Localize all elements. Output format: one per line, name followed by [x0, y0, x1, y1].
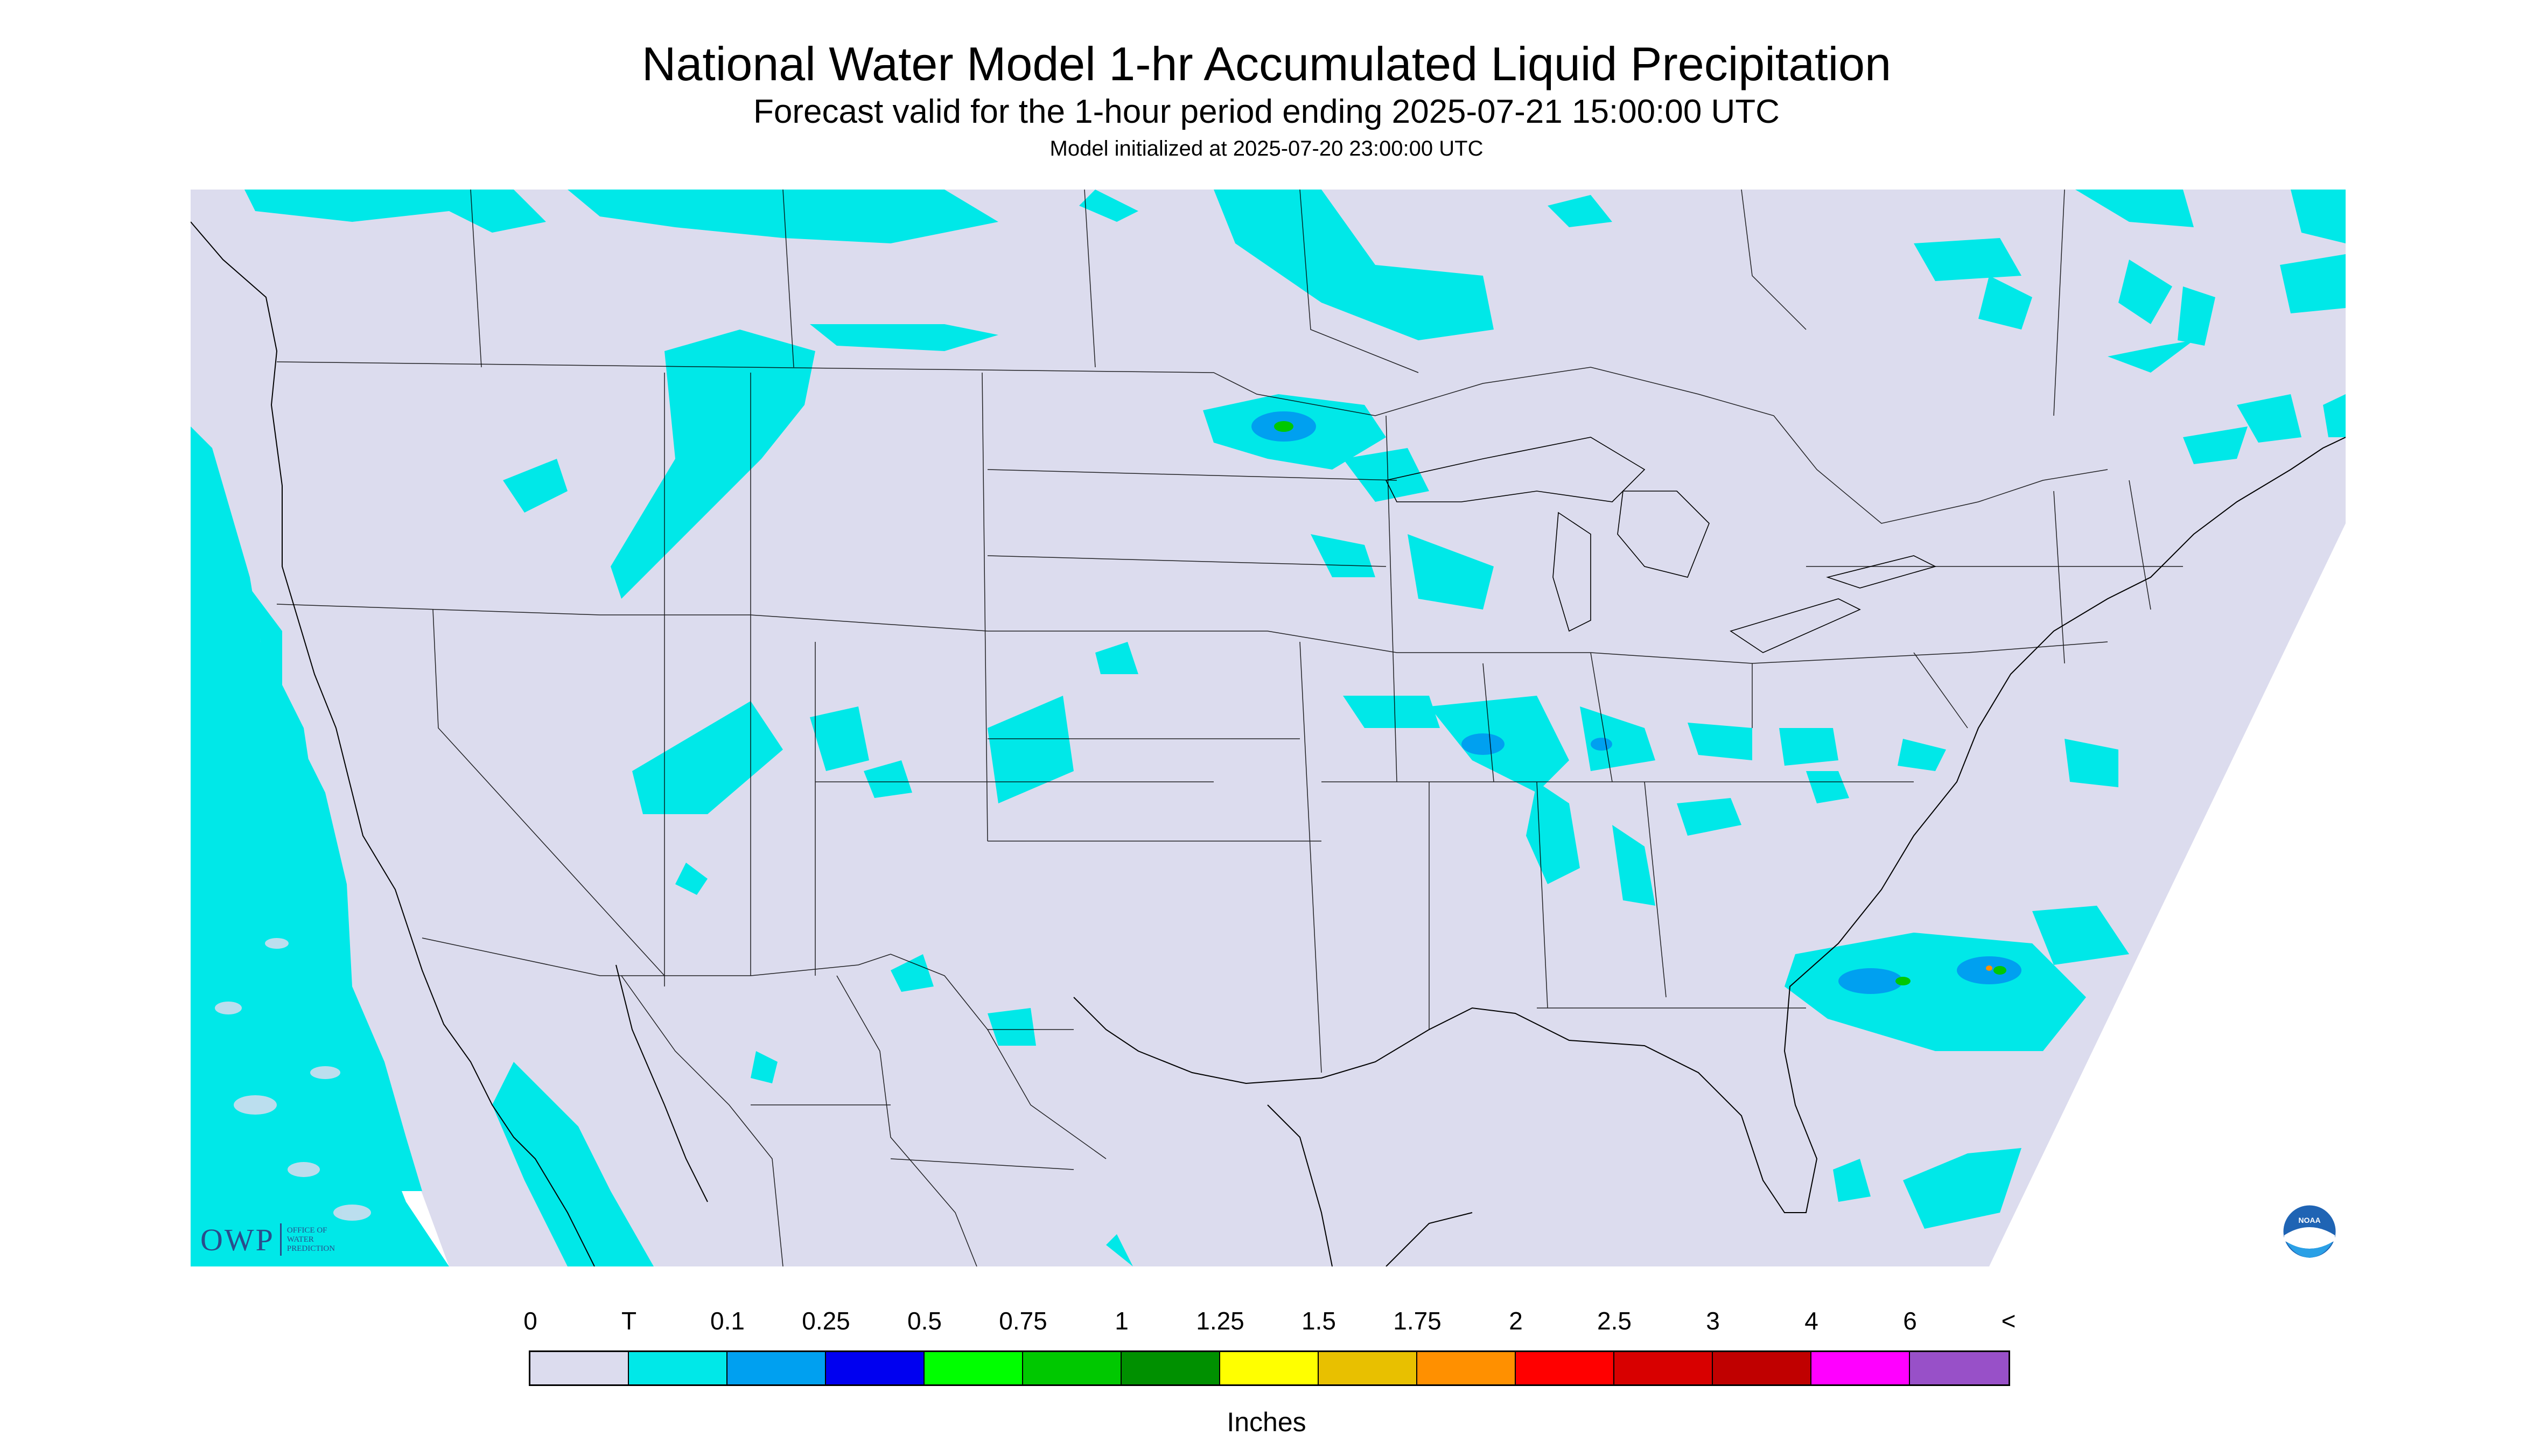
precip-upper-midwest-heavy: [1274, 421, 1293, 432]
colorbar-tick-label: <: [2001, 1307, 2016, 1335]
colorbar-cell: [1516, 1352, 1614, 1384]
colorbar-tick-label: 6: [1903, 1307, 1917, 1335]
owp-logo: OWP OFFICE OF WATER PREDICTION: [200, 1218, 335, 1261]
precip-north: [244, 190, 1612, 599]
coastlines: [191, 221, 2346, 1266]
colorbar-tick-label: 0: [523, 1307, 537, 1335]
map-domain: [191, 190, 2346, 1266]
mexico-boundaries: [621, 975, 1107, 1266]
precip-atlantic: [1785, 340, 2301, 1229]
colorbar-cell: [1614, 1352, 1713, 1384]
precip-atlantic-extreme: [1986, 965, 1992, 971]
colorbar-tick-label: 4: [1804, 1307, 1818, 1335]
colorbar-cell: [925, 1352, 1023, 1384]
great-lakes: [1385, 437, 1937, 653]
model-init-subtitle: Model initialized at 2025-07-20 23:00:00…: [1049, 137, 1484, 160]
owp-logo-subtext: OFFICE OF WATER PREDICTION: [286, 1226, 335, 1253]
colorbar-cell: [826, 1352, 925, 1384]
state-boundaries: [276, 361, 2183, 1073]
colorbar-cell: [1023, 1352, 1122, 1384]
colorbar-tick-label: 1: [1115, 1307, 1129, 1335]
colorbar-tick-label: 0.5: [907, 1307, 942, 1335]
colorbar-cell: [1319, 1352, 1417, 1384]
colorbar-cell: [1220, 1352, 1319, 1384]
precip-canada-east: [1914, 190, 2346, 437]
owp-logo-divider: [279, 1223, 282, 1256]
colorbar-cell: [1910, 1352, 2009, 1384]
noaa-logo-text: NOAA: [2298, 1216, 2321, 1224]
forecast-valid-subtitle: Forecast valid for the 1-hour period end…: [753, 93, 1780, 130]
colorbar-cell: [1713, 1352, 1811, 1384]
colorbar-cell: [727, 1352, 826, 1384]
owp-logo-text: OWP: [200, 1222, 275, 1257]
colorbar-tick-label: 2.5: [1597, 1307, 1632, 1335]
colorbar-cell: [1122, 1352, 1220, 1384]
colorbar-tick-label: 1.75: [1393, 1307, 1442, 1335]
colorbar-cell: [629, 1352, 727, 1384]
precip-central: [632, 534, 1849, 1083]
map-title: National Water Model 1-hr Accumulated Li…: [641, 37, 1892, 90]
noaa-logo: NOAA: [2281, 1203, 2338, 1260]
precip-pacific: [191, 426, 1133, 1266]
colorbar-cell: [1417, 1352, 1516, 1384]
colorbar-cell: [530, 1352, 629, 1384]
colorbar-tick-label: 0.25: [802, 1307, 850, 1335]
colorbar-tick-label: 3: [1706, 1307, 1720, 1335]
colorbar: [529, 1350, 2010, 1386]
colorbar-tick-label: 0.75: [999, 1307, 1047, 1335]
precipitation-map: [191, 190, 2346, 1266]
precip-atlantic-heavy: [1895, 966, 2006, 985]
colorbar-tick-label: T: [621, 1307, 637, 1335]
colorbar-tick-label: 2: [1509, 1307, 1523, 1335]
precip-pacific-gaps: [215, 938, 371, 1221]
colorbar-units-label: Inches: [1227, 1407, 1306, 1437]
colorbar-cell: [1811, 1352, 1910, 1384]
outside-domain-right: [1989, 523, 2346, 1266]
canada-boundaries: [470, 190, 2065, 416]
colorbar-tick-label: 1.5: [1302, 1307, 1336, 1335]
colorbar-tick-label: 0.1: [710, 1307, 745, 1335]
colorbar-tick-label: 1.25: [1196, 1307, 1244, 1335]
